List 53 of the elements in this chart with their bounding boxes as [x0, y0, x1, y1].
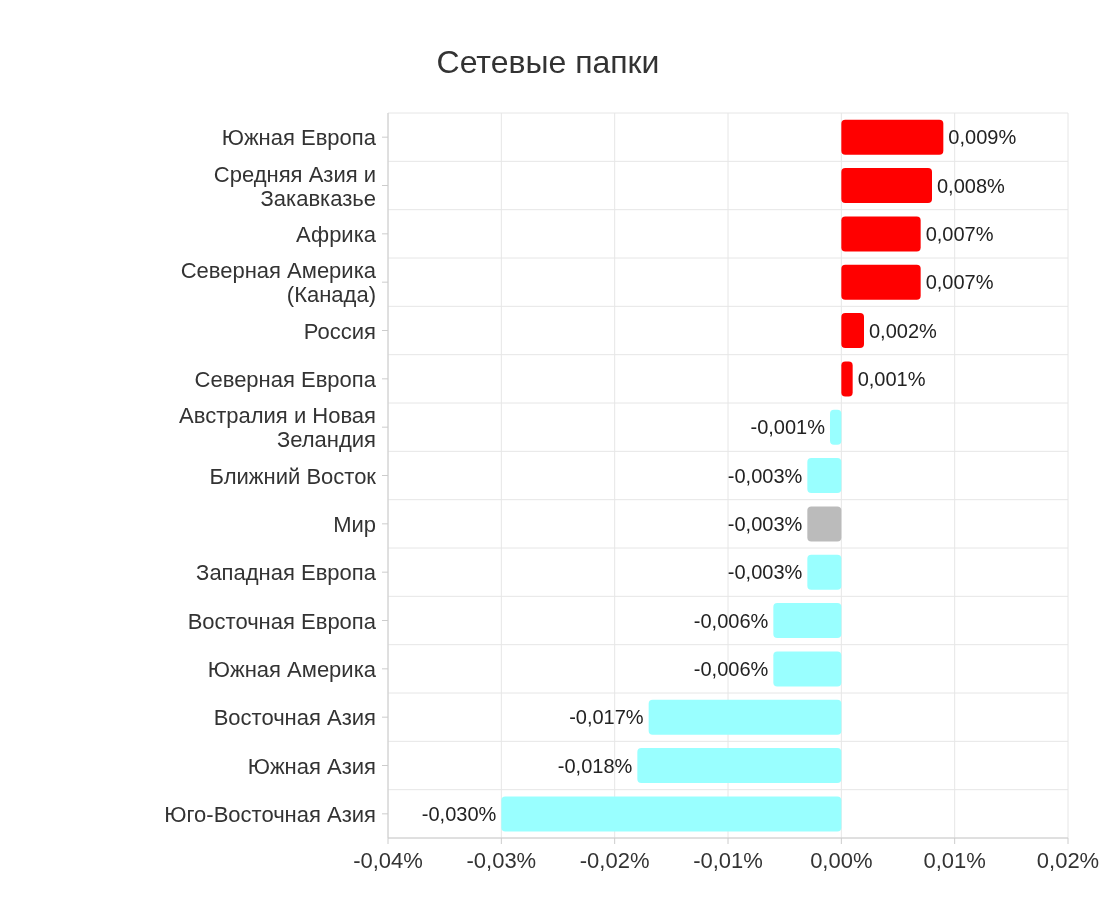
x-tick-label: -0,01%: [693, 847, 763, 873]
y-tick-label: Северная Америка (Канада): [180, 257, 377, 307]
data-label: 0,007%: [925, 271, 994, 294]
data-label: -0,018%: [557, 754, 633, 777]
bar: [501, 796, 842, 832]
y-tick-label: Южная Америка: [207, 656, 377, 682]
bar: [841, 216, 921, 252]
y-tick-label: Южная Европа: [221, 124, 377, 150]
data-label: -0,006%: [693, 609, 769, 632]
data-label: 0,009%: [948, 126, 1017, 149]
bar: [807, 458, 842, 494]
data-label: 0,007%: [925, 222, 994, 245]
y-tick-label: Северная Европа: [194, 366, 377, 392]
y-tick-label: Юго-Восточная Азия: [164, 801, 376, 827]
bar: [841, 264, 921, 300]
data-label: -0,030%: [421, 802, 497, 825]
bar: [773, 651, 842, 687]
x-tick-label: 0,01%: [923, 847, 986, 873]
data-label: -0,001%: [750, 416, 826, 439]
data-label: -0,003%: [727, 464, 803, 487]
x-tick-label: -0,02%: [579, 847, 650, 873]
data-label: 0,008%: [937, 174, 1006, 197]
y-tick-label: Россия: [303, 318, 376, 343]
x-tick-label: 0,02%: [1036, 847, 1100, 873]
y-tick-label: Восточная Европа: [187, 608, 377, 633]
y-tick-label: Африка: [296, 221, 377, 247]
data-label: -0,017%: [569, 706, 644, 729]
x-tick-label: -0,03%: [466, 847, 537, 873]
bar: [807, 506, 842, 542]
bar: [773, 603, 842, 639]
y-tick-label: Средняя Азия и Закавказье: [213, 161, 376, 210]
bar: [841, 361, 853, 397]
y-tick-label: Мир: [333, 511, 376, 537]
bar: [841, 119, 944, 155]
bar: [841, 313, 864, 349]
data-label: -0,006%: [693, 657, 769, 680]
x-tick-label: -0,04%: [353, 847, 423, 873]
data-label: 0,002%: [869, 319, 938, 342]
bar: [807, 554, 842, 590]
y-tick-label: Восточная Азия: [213, 704, 376, 730]
chart-title: Сетевые папки: [435, 44, 661, 81]
x-tick-label: 0,00%: [810, 847, 873, 873]
y-tick-label: Ближний Восток: [209, 463, 377, 488]
y-tick-label: Западная Европа: [196, 559, 377, 585]
bar: [648, 699, 842, 735]
bar: [841, 168, 932, 204]
data-label: -0,003%: [727, 512, 803, 535]
bar: [637, 748, 842, 784]
y-tick-label: Австралия и Новая Зеландия: [179, 402, 376, 452]
data-label: 0,001%: [857, 367, 926, 390]
y-tick-label: Южная Азия: [247, 753, 376, 778]
bar: [830, 409, 842, 445]
data-label: -0,003%: [727, 561, 803, 584]
